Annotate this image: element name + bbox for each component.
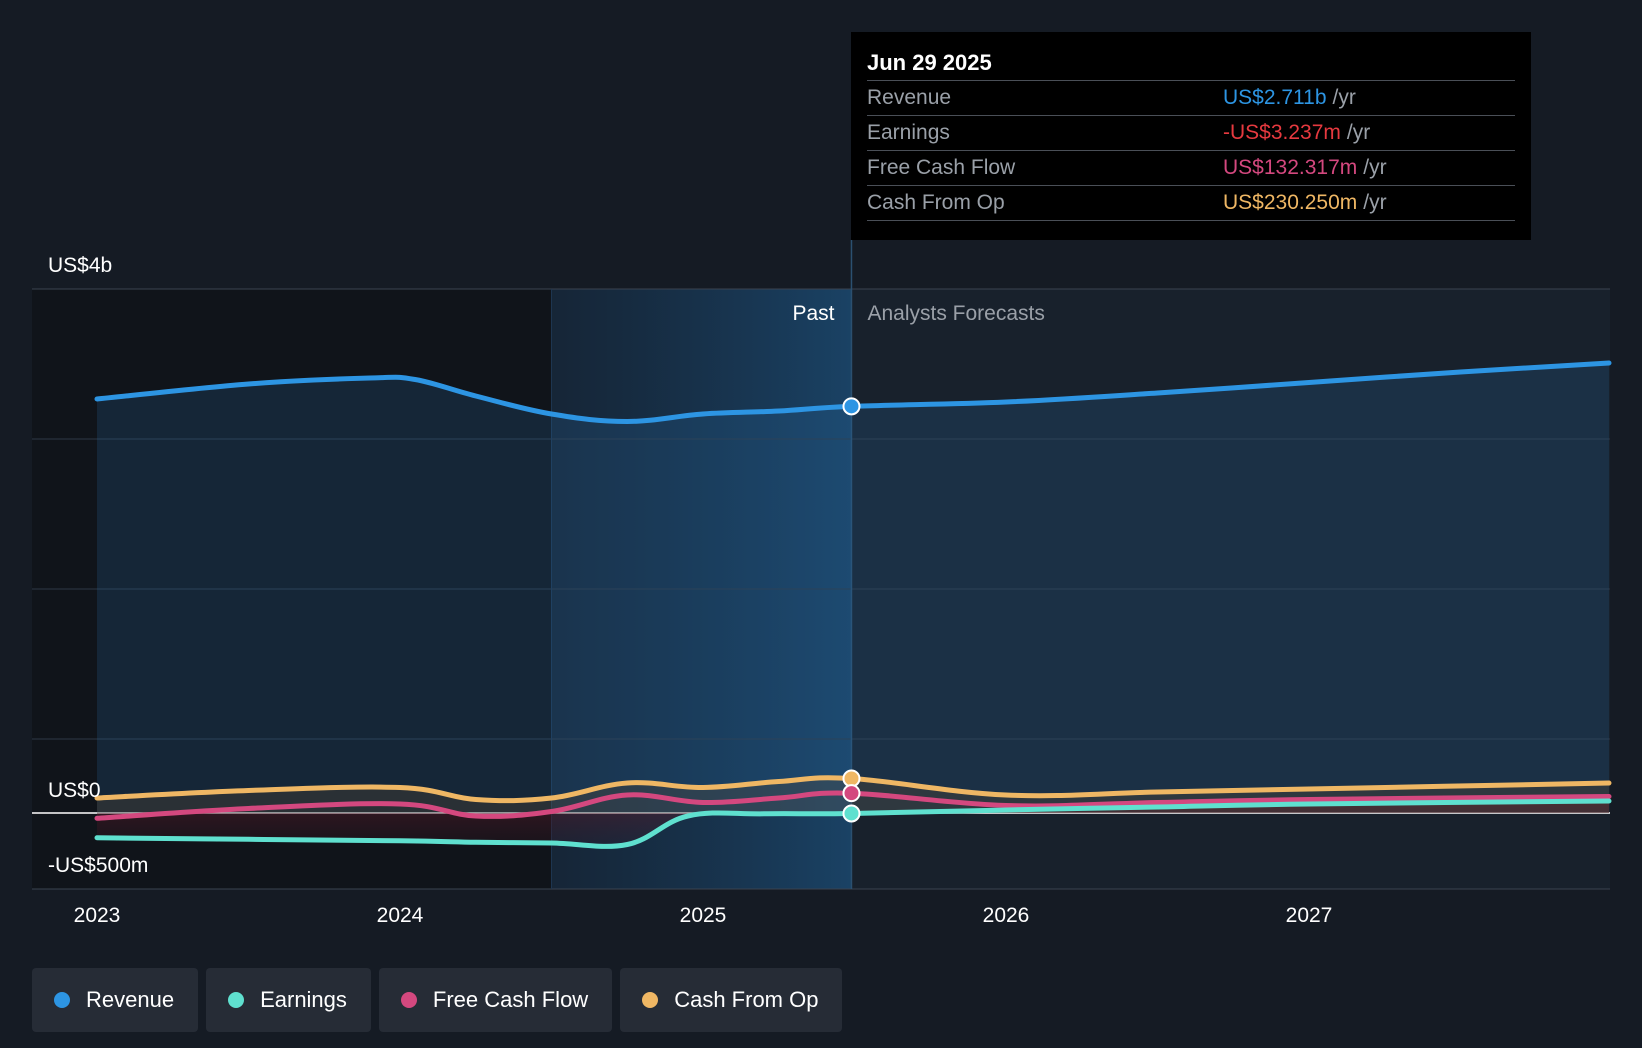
legend-item-earnings[interactable]: Earnings	[206, 968, 371, 1032]
x-tick-label: 2026	[983, 904, 1030, 927]
tooltip-unit: /yr	[1332, 86, 1356, 109]
legend: Revenue Earnings Free Cash Flow Cash Fro…	[32, 968, 843, 1032]
free-cash-flow-marker[interactable]	[842, 784, 861, 803]
cash-from-op-dot-icon	[642, 992, 659, 1008]
tooltip-label: Earnings	[867, 121, 950, 144]
x-tick-label: 2023	[74, 904, 121, 927]
legend-item-free-cash-flow[interactable]: Free Cash Flow	[378, 968, 613, 1032]
legend-label: Free Cash Flow	[432, 987, 589, 1012]
legend-label: Earnings	[260, 987, 347, 1012]
x-tick-label: 2027	[1286, 904, 1333, 927]
free-cash-flow-dot-icon	[400, 992, 417, 1008]
tooltip-row-cash-from-op: Cash From Op US$230.250m /yr	[867, 185, 1515, 221]
earnings-dot-icon	[228, 992, 245, 1008]
tooltip-date: Jun 29 2025	[867, 50, 992, 75]
tooltip-unit: /yr	[1363, 191, 1387, 214]
tooltip-unit: /yr	[1363, 156, 1387, 179]
x-tick-label: 2025	[680, 904, 727, 927]
tooltip-row-revenue: Revenue US$2.711b /yr	[867, 80, 1515, 115]
x-tick-label: 2024	[377, 904, 424, 927]
tooltip-row-free-cash-flow: Free Cash Flow US$132.317m /yr	[867, 150, 1515, 185]
tooltip: Jun 29 2025 Revenue US$2.711b /yr Earnin…	[851, 32, 1531, 240]
revenue-dot-icon	[54, 992, 70, 1008]
tooltip-label: Cash From Op	[867, 191, 1005, 214]
revenue-marker[interactable]	[842, 397, 861, 416]
past-label: Past	[792, 302, 834, 325]
earnings-area	[97, 801, 1609, 847]
y-label-bottom: -US$500m	[48, 854, 148, 877]
tooltip-value: US$230.250m	[1223, 191, 1358, 214]
legend-label: Revenue	[86, 987, 175, 1012]
revenue-line	[94, 360, 1612, 424]
y-label-top: US$4b	[48, 254, 112, 277]
tooltip-row-earnings: Earnings -US$3.237m /yr	[867, 115, 1515, 150]
tooltip-label: Revenue	[867, 86, 952, 109]
tooltip-label: Free Cash Flow	[867, 156, 1016, 179]
earnings-marker[interactable]	[842, 804, 861, 823]
tooltip-value: US$132.317m	[1223, 156, 1358, 179]
legend-item-revenue[interactable]: Revenue	[32, 968, 199, 1032]
cash-from-op-marker[interactable]	[842, 769, 861, 788]
free-cash-flow-line	[94, 790, 1612, 821]
tooltip-value: US$2.711b	[1223, 86, 1327, 109]
forecast-label: Analysts Forecasts	[867, 302, 1044, 325]
legend-item-cash-from-op[interactable]: Cash From Op	[620, 968, 843, 1032]
legend-label: Cash From Op	[674, 987, 819, 1012]
tooltip-value: -US$3.237m	[1223, 121, 1341, 144]
cash-from-op-line	[94, 775, 1612, 804]
revenue-area	[97, 363, 1609, 813]
y-label-zero: US$0	[48, 779, 101, 802]
earnings-line	[94, 798, 1612, 849]
tooltip-unit: /yr	[1346, 121, 1371, 144]
